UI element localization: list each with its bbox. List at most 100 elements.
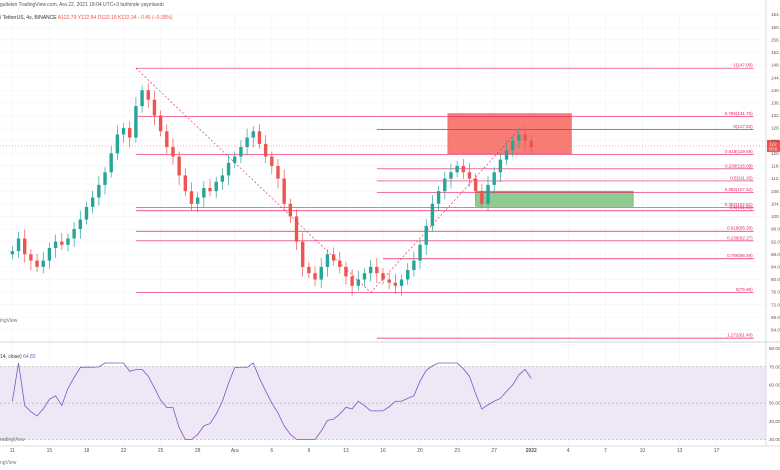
price-tick-label: 108.0 [771,189,780,194]
x-tick-label: 6 [270,448,273,454]
price-tick-label: 72.0 [771,302,780,307]
candle [436,191,441,204]
x-tick-label: 11 [10,448,15,454]
current-price-tag [767,139,780,152]
watermark: ngView [0,460,17,466]
price-tick-label: 112.0 [771,176,780,181]
candle [152,99,157,116]
x-tick-label: 20 [417,448,423,454]
candle [307,266,311,274]
candle [53,241,58,248]
candle [103,172,107,185]
x-tick-label: Ara [231,448,239,454]
fib-label: 0.382(102.81) [725,202,754,207]
candle [220,175,225,182]
candle [66,238,70,245]
candle [239,147,243,157]
candles-layer [0,83,766,296]
candle [158,115,163,132]
candle [461,165,466,173]
candle [486,184,490,204]
x-tick-label: 22 [121,448,127,454]
price-tick-label: 128.0 [771,126,780,131]
candle [381,273,385,280]
watermark: radingView [0,437,25,443]
candle [128,128,132,138]
candle [29,254,33,261]
price-tick-label: 80.0 [771,277,780,282]
candle [189,191,194,204]
candle [393,282,398,286]
candle [35,260,39,267]
candle [16,238,21,252]
price-tick-label: 76.0 [771,290,780,295]
rsi-legend-label: 14, close) [0,354,22,360]
candle [350,276,354,286]
rsi-legend: 14, close) 64.83 [0,354,36,360]
rsi-tick-label: 50.00 [769,401,780,406]
candle [263,143,268,157]
price-tick-label: 100.0 [771,214,780,219]
x-tick-label: 28 [195,448,201,454]
x-tick-label: 18 [84,448,90,454]
candle [41,260,45,267]
candle [455,165,459,173]
fib-label: 1(147.00) [733,63,753,68]
candle [134,106,138,138]
fib-label: 0.382(107.52) [725,187,754,192]
candle [356,279,360,286]
x-tick-label: 2022 [526,448,537,454]
candle [362,273,367,280]
candle [177,156,181,176]
green-zone [475,190,634,207]
candle [418,244,422,261]
candle [115,134,120,154]
candle [251,131,255,138]
candle [276,165,280,179]
x-tick-label: 10 [640,448,646,454]
candle [480,191,484,204]
price-tick-label: 136.0 [771,100,780,105]
price-tick-label: 64.0 [771,328,780,333]
snapshot-header: gultekin TradingView.com, Ara 22, 2021 1… [0,0,164,11]
rsi-tick-label: 70.00 [769,364,780,369]
symbol-name: / TetherUS, 4s, BINANCE [0,15,57,21]
ohlc-change: −0.45 (−0.35%) [138,15,173,21]
candle [208,188,212,192]
x-tick-label: 15 [47,448,53,454]
x-tick-label: 9 [307,448,310,454]
price-tick-label: 116.0 [771,164,780,169]
candle [523,134,527,141]
trend-line [370,129,520,293]
axes-layer: 122.03:5 164.0 160.0 156.0 152.0 148.0 144.0 14… [0,0,780,454]
candle [183,175,188,192]
candle [233,156,237,163]
candle [492,172,496,185]
candle [146,90,150,100]
candle [214,181,218,192]
ohlc-low: D122.18 [97,15,117,21]
candle [72,229,76,239]
candle [375,266,379,274]
price-tick-label: 164.0 [771,12,780,17]
x-tick-label: 23 [454,448,460,454]
candle [294,216,299,242]
candle [171,147,175,157]
ohlc-open: A122.79 [57,15,77,21]
candle [412,260,416,271]
candle [504,150,509,160]
x-tick-label: 25 [158,448,164,454]
candle [121,128,126,135]
candle [90,197,95,207]
fib-layer: 1(147.00) 0.786(131.70) 0(127.52) 0.618(119… [135,63,754,339]
candle [399,279,404,286]
price-tick-label: 84.0 [771,264,780,269]
watermark: ingView [0,318,18,324]
candle [368,266,373,274]
candle [313,273,317,280]
candle [202,188,206,198]
candle [270,156,274,166]
candle [300,241,305,267]
candle [60,241,64,245]
